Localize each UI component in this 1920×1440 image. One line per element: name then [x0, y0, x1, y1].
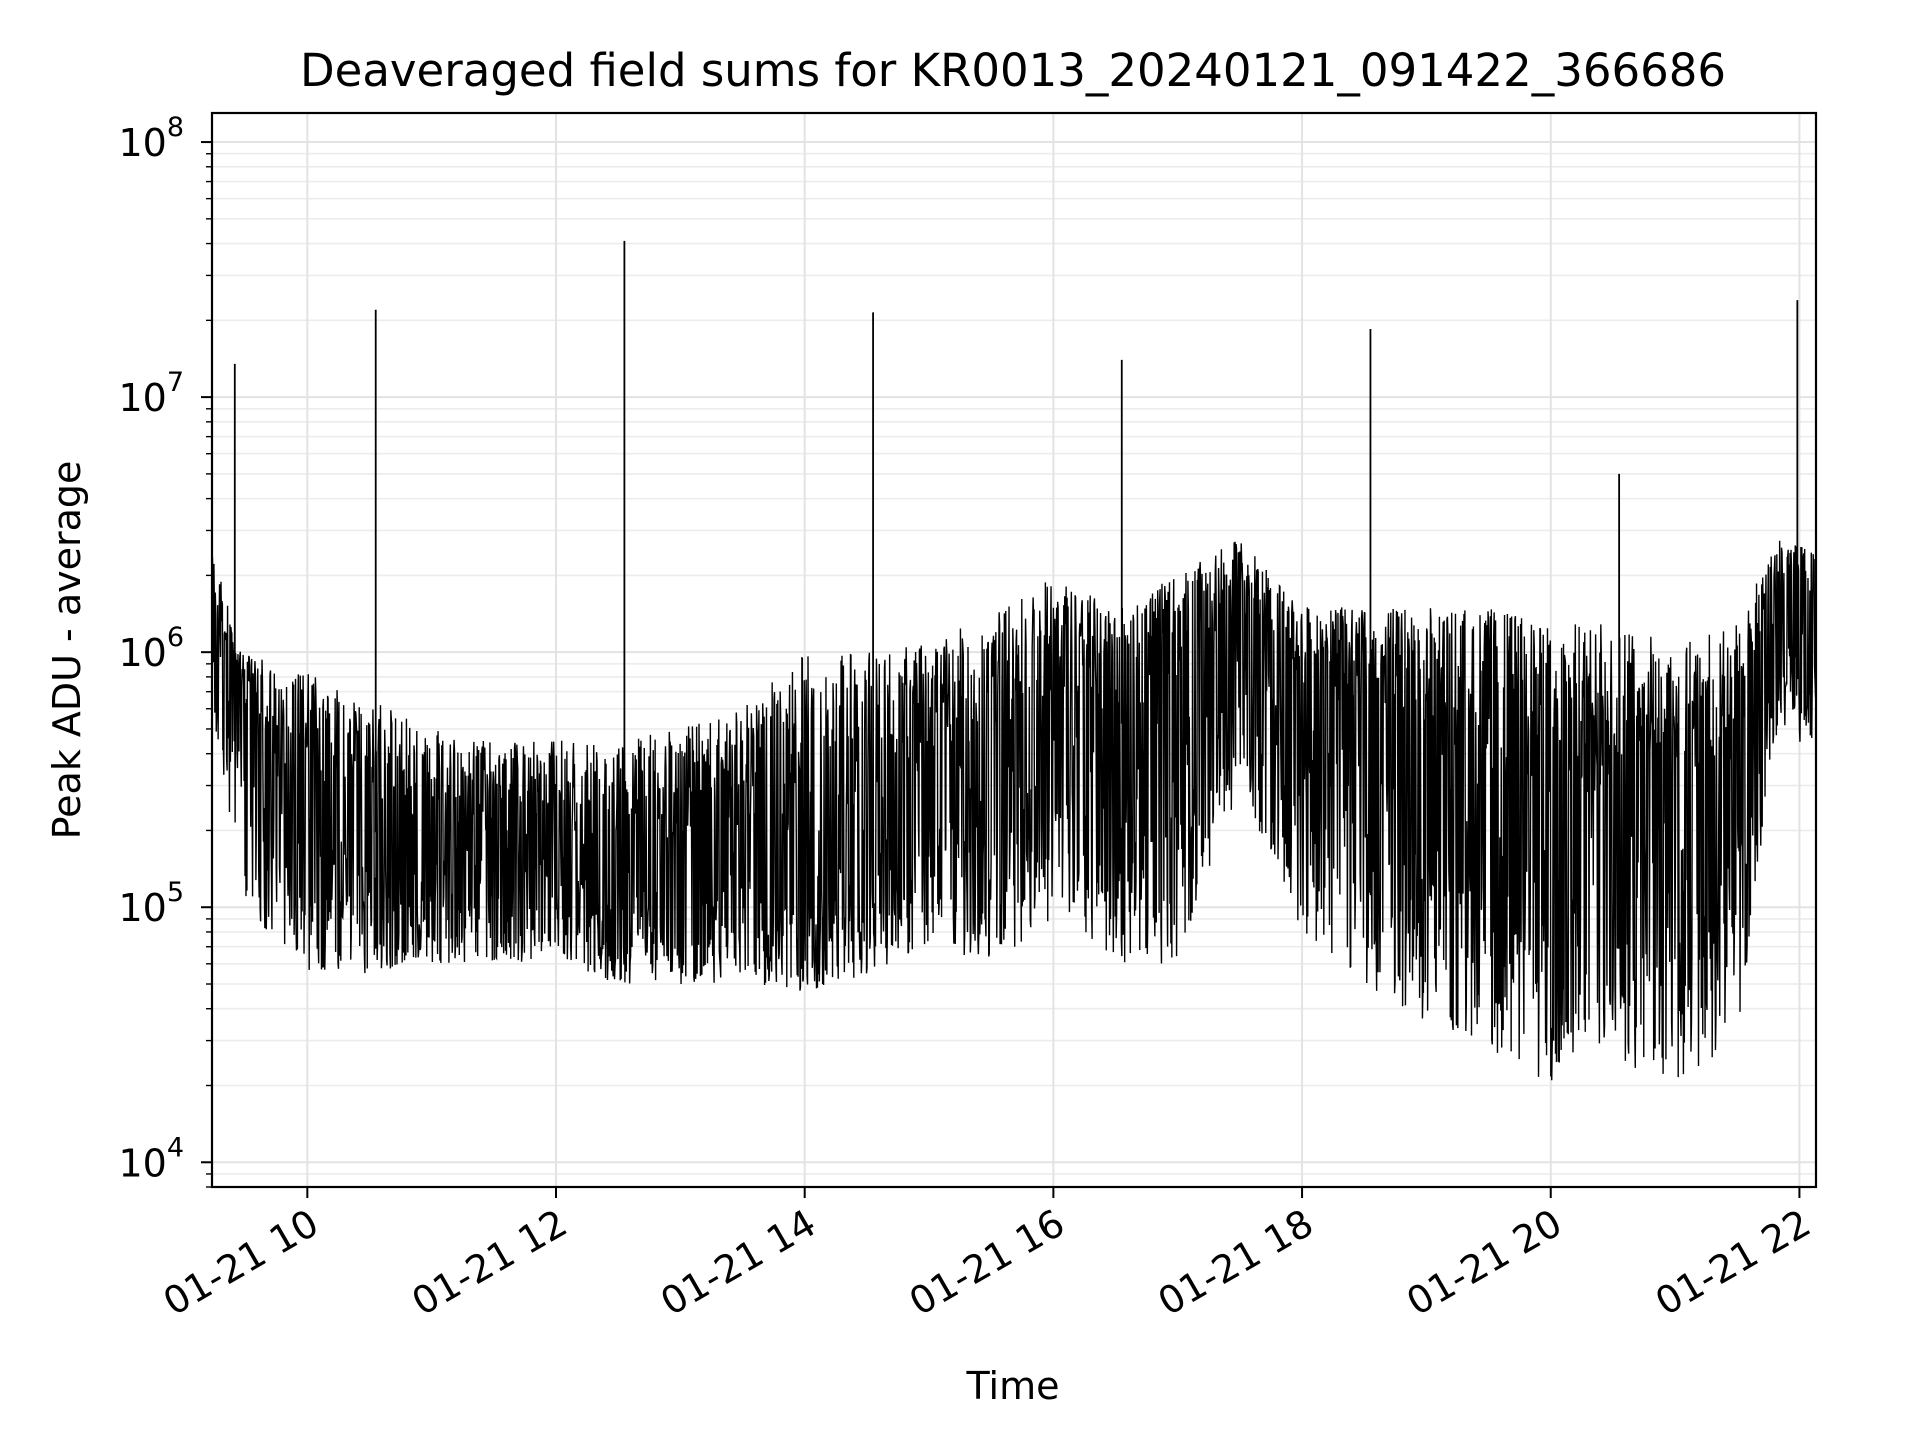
plot-frame	[210, 111, 1818, 1189]
y-tick-base: 10	[118, 886, 166, 930]
y-tick-label: 104	[118, 1132, 184, 1185]
y-tick-base: 10	[118, 631, 166, 675]
chart-title: Deaveraged field sums for KR0013_2024012…	[300, 44, 1726, 97]
y-tick-label: 105	[118, 877, 184, 930]
y-tick-exponent: 5	[167, 877, 184, 908]
y-tick-label: 107	[118, 367, 184, 420]
y-tick-base: 10	[118, 376, 166, 420]
y-tick-base: 10	[118, 1141, 166, 1185]
y-tick-exponent: 8	[167, 112, 184, 143]
y-axis-label: Peak ADU - average	[45, 461, 89, 840]
y-tick-label: 108	[118, 112, 184, 165]
y-tick-exponent: 4	[167, 1132, 184, 1163]
y-tick-exponent: 7	[167, 367, 184, 398]
x-axis-label: Time	[966, 1364, 1060, 1408]
y-tick-exponent: 6	[167, 622, 184, 653]
y-tick-base: 10	[118, 121, 166, 165]
data-series-line	[211, 540, 1817, 1081]
y-tick-label: 106	[118, 622, 184, 675]
